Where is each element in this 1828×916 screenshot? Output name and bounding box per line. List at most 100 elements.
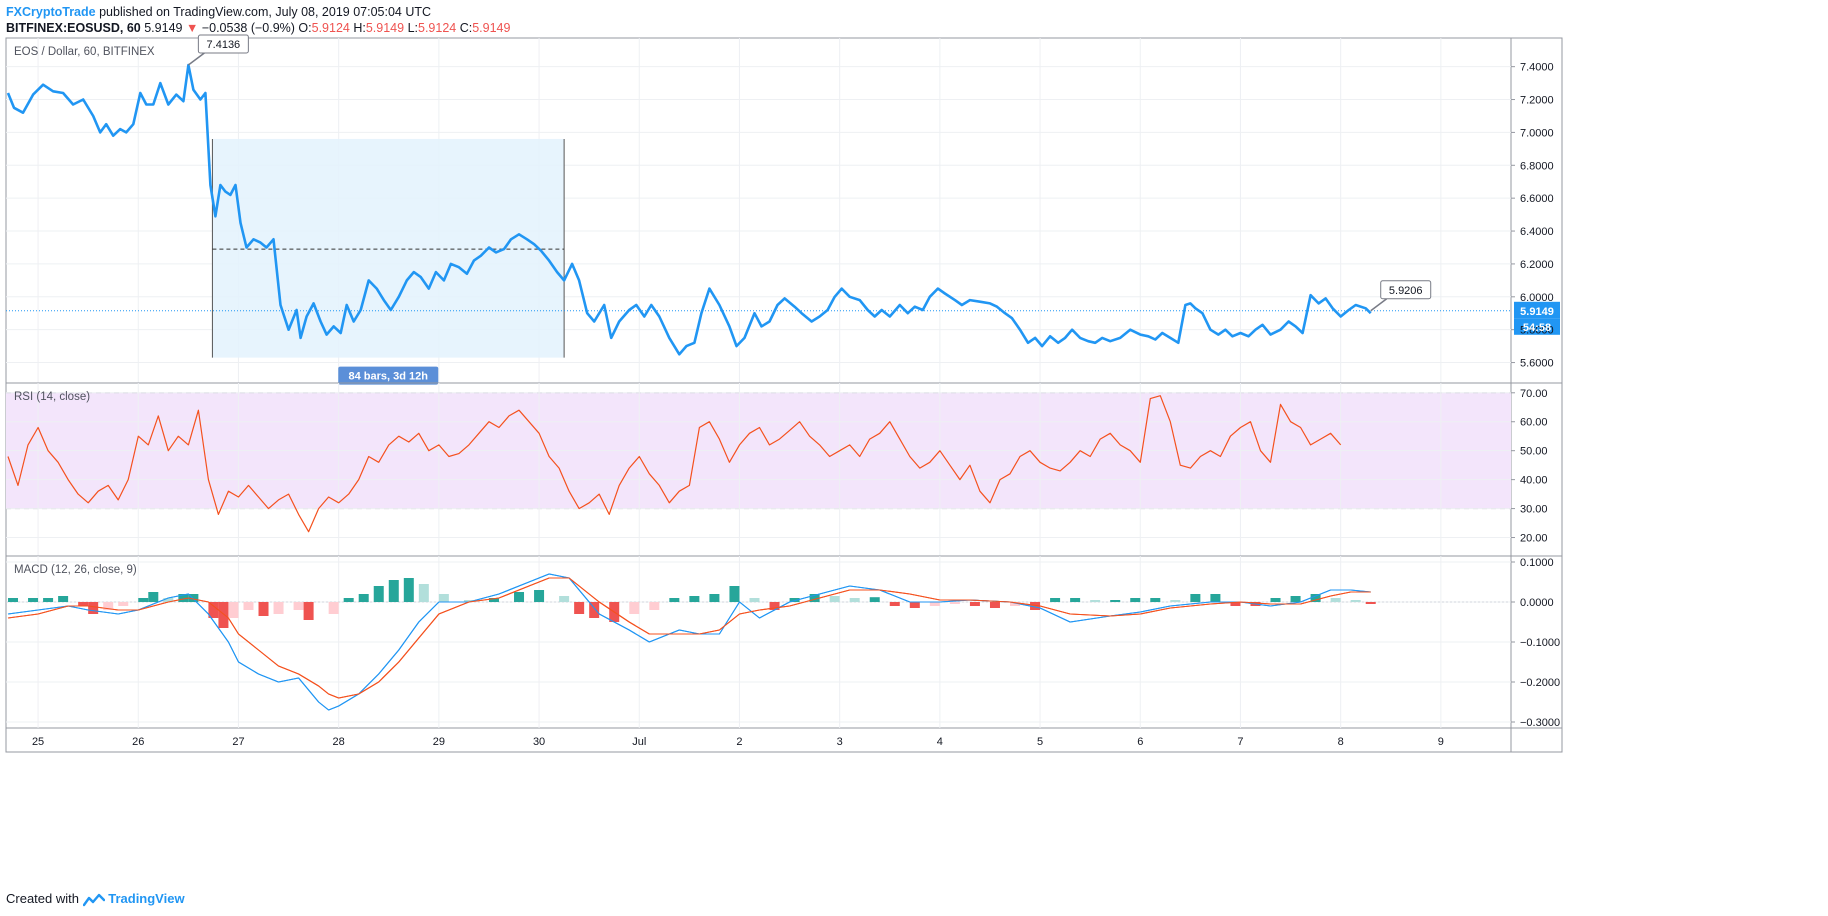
- macd-histogram-bar: [88, 602, 99, 614]
- macd-histogram-bar: [218, 602, 229, 628]
- open-label: O:: [298, 21, 312, 35]
- x-tick-label-0: 25: [32, 736, 44, 748]
- macd-histogram-bar: [438, 594, 449, 602]
- macd-ytick-label-1: −0.2000: [1520, 677, 1560, 689]
- macd-histogram-bar: [1330, 598, 1341, 602]
- macd-histogram-bar: [1190, 594, 1201, 602]
- x-tick-label-14: 9: [1438, 736, 1444, 748]
- macd-histogram-bar: [138, 598, 149, 602]
- low-label: L:: [407, 21, 418, 35]
- countdown-label: 54:58: [1523, 322, 1551, 334]
- price-ytick-label-3: 6.2000: [1520, 259, 1554, 271]
- footer: Created with TradingView: [6, 891, 185, 907]
- price-ytick-label-1: 5.8000: [1520, 325, 1554, 337]
- macd-histogram-bar: [103, 602, 114, 610]
- macd-histogram-bar: [418, 584, 429, 602]
- macd-histogram-bar: [889, 602, 900, 606]
- callout-box-0: [197, 34, 249, 54]
- macd-histogram-bar: [534, 590, 545, 602]
- x-tick-label-7: 2: [736, 736, 742, 748]
- x-tick-label-11: 6: [1137, 736, 1143, 748]
- macd-histogram-bar: [343, 598, 354, 602]
- x-tick-label-12: 7: [1237, 736, 1243, 748]
- price-ytick-label-9: 7.4000: [1520, 62, 1554, 74]
- price-ytick-label-2: 6.0000: [1520, 292, 1554, 304]
- macd-histogram-bar: [949, 602, 960, 604]
- macd-histogram-bar: [188, 594, 199, 602]
- macd-histogram-bar: [118, 602, 129, 606]
- price-ytick-label-6: 6.8000: [1520, 160, 1554, 172]
- macd-histogram-bar: [729, 586, 740, 602]
- high-label: H:: [353, 21, 366, 35]
- open-value: 5.9124: [311, 21, 350, 35]
- macd-histogram-bar: [358, 594, 369, 602]
- macd-histogram-bar: [1010, 602, 1021, 606]
- date-range-label: 84 bars, 3d 12h: [349, 371, 429, 383]
- callout-pointer-1: [1370, 298, 1388, 312]
- macd-histogram-bar: [78, 602, 89, 606]
- macd-histogram-bar: [328, 602, 339, 614]
- macd-histogram-bar: [629, 602, 640, 614]
- macd-histogram-bar: [829, 596, 840, 602]
- macd-ytick-label-4: 0.1000: [1520, 557, 1554, 569]
- date-range-box: [212, 138, 565, 358]
- last-price-badge-label: 5.9149: [1520, 306, 1554, 318]
- created-with-text: Created with: [6, 891, 79, 906]
- macd-histogram-bar: [208, 602, 219, 618]
- macd-histogram-bar: [148, 592, 159, 602]
- author-link[interactable]: FXCryptoTrade: [6, 5, 96, 19]
- rsi-ytick-label-2: 40.00: [1520, 475, 1548, 487]
- macd-histogram-bar: [789, 598, 800, 602]
- macd-histogram-bar: [488, 598, 499, 602]
- countdown-badge: [1514, 318, 1560, 335]
- symbol-line: BITFINEX:EOSUSD, 60 5.9149 ▼ −0.0538 (−0…: [6, 20, 1816, 36]
- macd-histogram-bar: [303, 602, 314, 620]
- high-value: 5.9149: [365, 21, 405, 35]
- price-ytick-label-8: 7.2000: [1520, 95, 1554, 107]
- macd-histogram-bar: [849, 598, 860, 602]
- macd-histogram-bar: [1365, 602, 1376, 604]
- macd-histogram-bar: [769, 602, 780, 610]
- macd-histogram-bar: [258, 602, 269, 616]
- macd-histogram-bar: [1310, 594, 1321, 602]
- date-range-label-box: [338, 366, 439, 385]
- macd-pane: [6, 555, 1562, 728]
- rsi-ytick-label-3: 50.00: [1520, 446, 1548, 458]
- macd-histogram-bar: [1210, 594, 1221, 602]
- price-series-0: [6, 63, 1372, 356]
- macd-histogram-bar: [1130, 598, 1141, 602]
- macd-histogram-bar: [749, 598, 760, 602]
- callout-label-1: 5.9206: [1389, 285, 1423, 297]
- x-tick-label-9: 4: [937, 736, 943, 748]
- macd-histogram-bar: [1290, 596, 1301, 602]
- price-pane: [6, 34, 1560, 385]
- tradingview-brand[interactable]: TradingView: [108, 891, 185, 906]
- macd-histogram-bar: [1090, 600, 1101, 602]
- rsi-ytick-label-0: 20.00: [1520, 533, 1548, 545]
- publish-line: FXCryptoTrade published on TradingView.c…: [6, 4, 1816, 20]
- macd-series-1: [7, 577, 1371, 699]
- chart-header: FXCryptoTrade published on TradingView.c…: [6, 4, 1816, 36]
- x-tick-label-4: 29: [433, 736, 445, 748]
- macd-histogram-bar: [929, 602, 940, 606]
- macd-histogram-bar: [1270, 598, 1281, 602]
- price-ytick-label-5: 6.6000: [1520, 193, 1554, 205]
- macd-histogram-bar: [969, 602, 980, 606]
- macd-histogram-bar: [178, 594, 189, 602]
- tradingview-logo-icon: [82, 893, 105, 906]
- macd-histogram-bar: [559, 596, 570, 602]
- macd-histogram-bar: [669, 598, 680, 602]
- macd-histogram-bar: [388, 580, 399, 602]
- x-tick-label-13: 8: [1338, 736, 1344, 748]
- macd-legend: MACD (12, 26, close, 9): [14, 564, 137, 576]
- macd-histogram-bar: [909, 602, 920, 608]
- macd-histogram-bar: [1050, 598, 1061, 602]
- macd-ytick-label-0: −0.3000: [1520, 717, 1560, 729]
- macd-histogram-bar: [1070, 598, 1081, 602]
- price-legend: EOS / Dollar, 60, BITFINEX: [14, 46, 155, 58]
- price-ytick-label-0: 5.6000: [1520, 358, 1554, 370]
- macd-histogram-bar: [1110, 600, 1121, 602]
- macd-histogram-bar: [1170, 600, 1181, 602]
- rsi-legend: RSI (14, close): [14, 391, 90, 403]
